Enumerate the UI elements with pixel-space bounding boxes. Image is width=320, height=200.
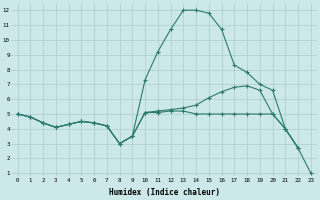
X-axis label: Humidex (Indice chaleur): Humidex (Indice chaleur) [109,188,220,197]
